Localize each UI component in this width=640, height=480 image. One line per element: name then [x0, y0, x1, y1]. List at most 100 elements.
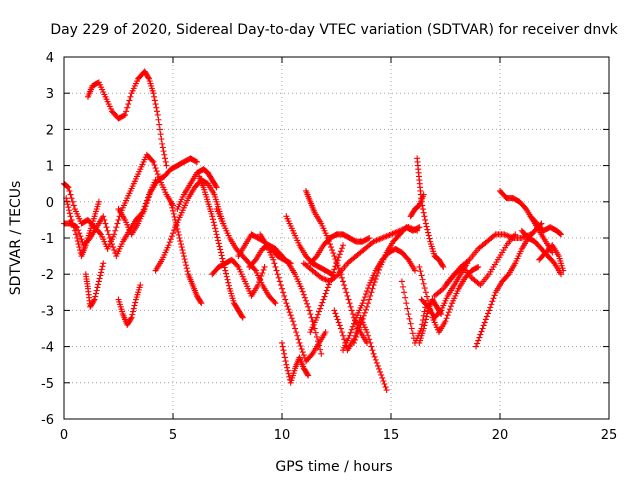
- data-point: [488, 301, 495, 308]
- data-point: [216, 243, 223, 250]
- data-point: [172, 216, 179, 223]
- data-point: [318, 302, 325, 309]
- data-point: [301, 294, 308, 301]
- data-point: [365, 332, 372, 339]
- series-arc-2: [61, 151, 176, 252]
- data-point: [141, 206, 148, 213]
- data-point: [322, 329, 329, 336]
- data-point: [130, 305, 137, 312]
- y-tick-label: -6: [41, 413, 54, 428]
- data-point: [355, 327, 362, 334]
- data-point: [165, 242, 172, 249]
- y-tick-label: -4: [41, 341, 54, 356]
- data-point: [418, 272, 425, 279]
- data-point: [270, 256, 277, 263]
- data-point: [294, 332, 301, 339]
- data-point: [215, 237, 222, 244]
- x-axis-label: GPS time / hours: [275, 459, 392, 475]
- data-point: [68, 195, 75, 202]
- data-point: [68, 216, 75, 223]
- data-point: [407, 320, 414, 327]
- data-point: [406, 315, 413, 322]
- data-point: [151, 161, 158, 168]
- series-arc-7: [115, 155, 200, 238]
- x-tick-label: 10: [274, 428, 291, 443]
- data-point: [483, 313, 490, 320]
- data-point: [159, 144, 166, 151]
- data-point: [107, 238, 114, 245]
- data-point: [332, 256, 339, 263]
- x-tick-label: 0: [60, 428, 68, 443]
- data-point: [260, 266, 267, 273]
- data-point: [382, 384, 389, 391]
- data-point: [340, 278, 347, 285]
- data-point: [399, 283, 406, 290]
- data-point: [297, 342, 304, 349]
- data-point: [314, 338, 321, 345]
- data-point: [151, 93, 158, 100]
- data-point: [120, 112, 127, 119]
- data-point: [337, 271, 344, 278]
- data-point: [473, 343, 480, 350]
- chart-title: Day 229 of 2020, Sidereal Day-to-day VTE…: [50, 22, 618, 38]
- data-point: [321, 293, 328, 300]
- data-point: [175, 228, 182, 235]
- data-point: [166, 239, 173, 246]
- data-point: [169, 204, 176, 211]
- data-point: [129, 311, 136, 318]
- data-point: [381, 381, 388, 388]
- data-point: [380, 377, 387, 384]
- data-point: [361, 309, 368, 316]
- data-point: [486, 307, 493, 314]
- data-point: [420, 209, 427, 216]
- data-point: [295, 336, 302, 343]
- series-arc-25: [350, 224, 423, 346]
- series-arc-16: [246, 242, 325, 357]
- data-point: [124, 104, 131, 111]
- data-point: [349, 323, 356, 330]
- data-point: [296, 339, 303, 346]
- data-point: [334, 316, 341, 323]
- data-point: [364, 288, 371, 295]
- data-point: [353, 333, 360, 340]
- data-point: [306, 307, 313, 314]
- data-point: [173, 222, 180, 229]
- data-point: [422, 289, 429, 296]
- data-point: [284, 259, 291, 266]
- data-point: [69, 220, 76, 227]
- data-point: [423, 293, 430, 300]
- data-point: [154, 111, 161, 118]
- data-point: [361, 294, 368, 301]
- data-point: [328, 244, 335, 251]
- data-point: [475, 263, 482, 270]
- data-point: [330, 250, 337, 257]
- data-point: [377, 368, 384, 375]
- data-point: [273, 267, 280, 274]
- data-point: [411, 267, 418, 274]
- data-point: [281, 354, 288, 361]
- data-point: [360, 312, 367, 319]
- data-point: [72, 231, 79, 238]
- data-point: [182, 259, 189, 266]
- data-point: [285, 306, 292, 313]
- data-point: [213, 231, 220, 238]
- data-point: [285, 370, 292, 377]
- data-point: [151, 97, 158, 104]
- data-point: [373, 273, 380, 280]
- data-point: [316, 308, 323, 315]
- series-arc-10: [167, 198, 205, 307]
- series-arc-29: [416, 263, 482, 336]
- data-point: [167, 198, 174, 205]
- data-point: [474, 340, 481, 347]
- data-point: [149, 157, 156, 164]
- data-point: [67, 213, 74, 220]
- data-point: [112, 227, 119, 234]
- y-tick-label: -3: [41, 304, 54, 319]
- data-point: [130, 308, 137, 315]
- series-arc-13: [209, 256, 268, 299]
- data-point: [330, 269, 337, 276]
- data-point: [402, 294, 409, 301]
- data-point: [160, 148, 167, 155]
- data-point: [213, 184, 220, 191]
- data-point: [178, 244, 185, 251]
